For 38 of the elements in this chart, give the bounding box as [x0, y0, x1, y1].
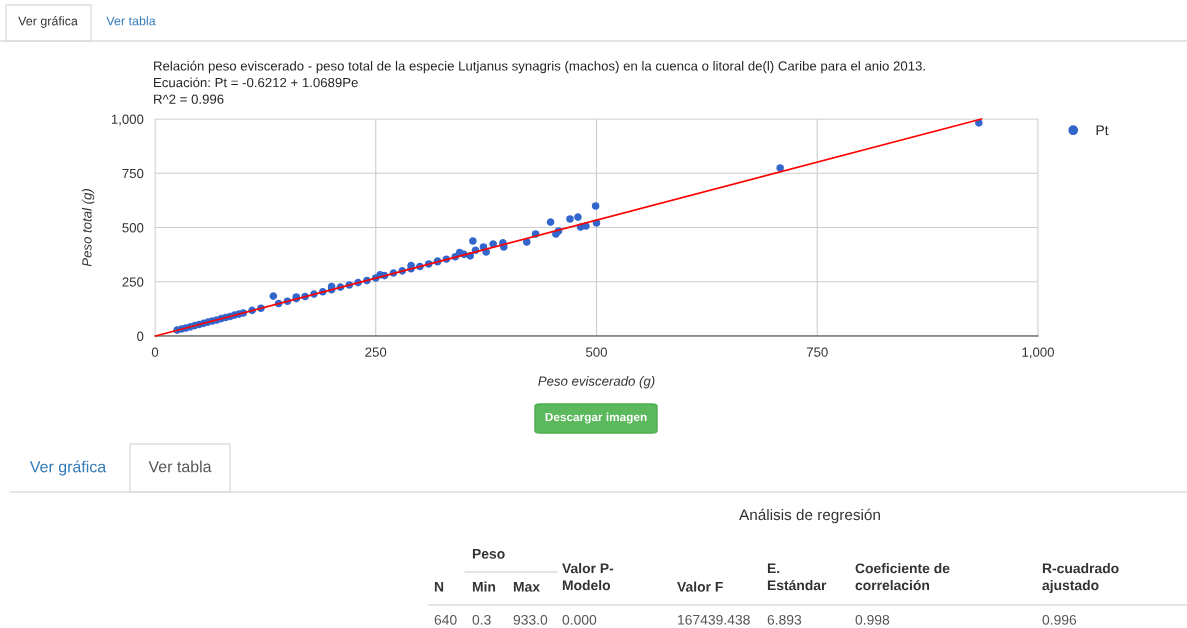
text: Valor F	[677, 581, 723, 592]
text: Coeficiente de correlación	[855, 563, 950, 591]
text: 0.3	[472, 614, 491, 625]
text: Análisis de regresión	[739, 508, 880, 524]
y-tick-label: 0	[137, 331, 144, 341]
y-tick-label: 750	[122, 168, 144, 179]
text: 6.893	[767, 614, 802, 625]
text: 0.996	[1042, 614, 1077, 625]
text: 640	[434, 614, 457, 625]
text: N	[434, 582, 444, 592]
text: 0.998	[855, 614, 890, 625]
text: R-cuadrado ajustado	[1042, 563, 1119, 593]
text: Min	[472, 581, 496, 592]
text: 933.0	[513, 614, 548, 625]
y-tick-label: 500	[122, 223, 144, 233]
text: E. Estándar	[767, 563, 827, 591]
text: 0.000	[562, 614, 597, 625]
x-tick-label: 250	[365, 347, 387, 357]
text: 167439.438	[678, 614, 750, 625]
y-tick-label: 1,000	[111, 114, 144, 126]
text: Ver gráfica	[29, 460, 107, 476]
x-tick-label: 1,000	[1022, 347, 1054, 359]
text: Ver gráfica	[18, 16, 78, 28]
legend-label: Pt	[1096, 125, 1109, 136]
chart-subtitle: Ecuación: Pt = -0.6212 + 1.0689Pe R^2 = 0.996	[154, 77, 358, 104]
text: Max	[513, 582, 540, 592]
y-tick-label: 250	[122, 277, 144, 287]
text: Valor P- Modelo	[562, 563, 614, 591]
y-axis-title: Peso total (g)	[81, 189, 95, 267]
x-axis-title: Peso eviscerado (g)	[538, 376, 655, 389]
text: Ver tabla	[106, 16, 156, 26]
text: Ver tabla	[148, 460, 212, 473]
x-tick-label: 750	[806, 347, 828, 357]
x-tick-label: 500	[586, 347, 607, 357]
text: Peso	[472, 549, 505, 559]
x-tick-label: 0	[151, 347, 159, 357]
text: Descargar imagen	[545, 412, 647, 424]
chart-title: Relación peso eviscerado - peso total de la especie Lutjanus synagris (machos) en la cuenca o litoral de(l) Caribe para el anio 2013.	[154, 60, 925, 74]
